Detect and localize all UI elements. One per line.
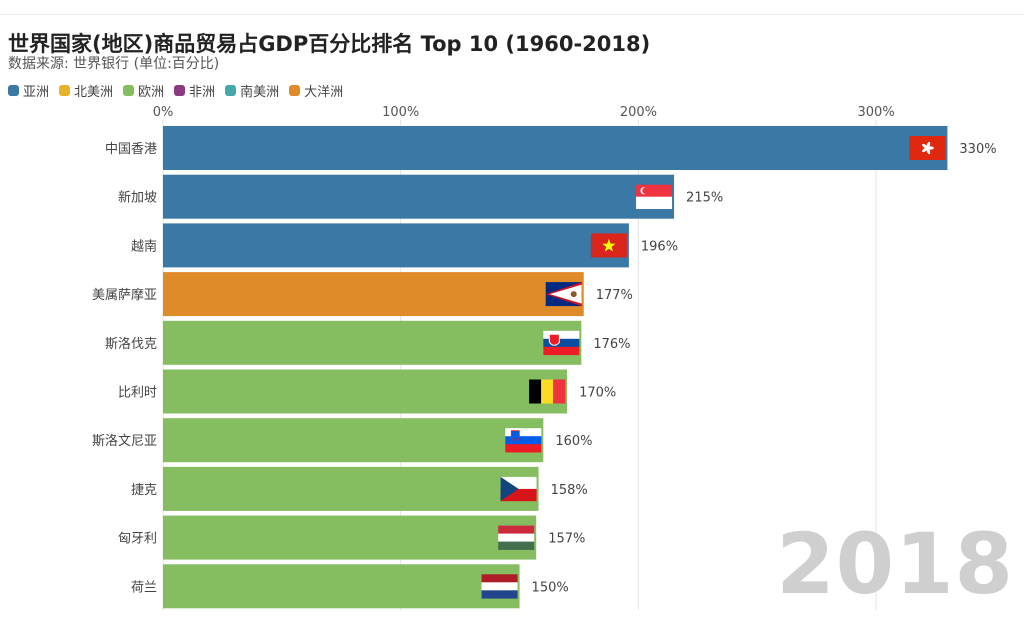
legend-label-africa: 非洲 [189,84,216,100]
category-label: 越南 [131,238,157,254]
bar[interactable] [163,466,539,511]
legend-swatch-africa [174,84,186,96]
legend-item-europe[interactable]: 欧洲 [123,81,164,100]
legend-label-oceania: 大洋洲 [304,84,344,100]
legend-swatch-europe [123,84,135,96]
bar[interactable] [163,369,568,414]
bar-group[interactable]: 美属萨摩亚 177% [92,272,633,317]
bar-group[interactable]: 比利时 170% [118,369,616,414]
value-label: 215% [686,191,723,206]
flag-icon [498,525,535,550]
bar[interactable] [163,515,537,560]
category-label: 美属萨摩亚 [92,287,157,303]
x-tick-label: 100% [382,105,419,120]
flag-icon [909,136,946,160]
category-label: 比利时 [118,386,157,401]
legend-label-south-america: 南美洲 [240,84,280,100]
value-label: 177% [596,288,633,303]
bar-group[interactable]: 捷克 158% [131,466,588,511]
flag-icon [529,379,566,404]
bar[interactable] [163,174,675,219]
legend-label-europe: 欧洲 [138,84,165,100]
flag-icon [500,476,537,502]
legend-item-south-america[interactable]: 南美洲 [225,81,279,100]
bar-group[interactable]: 匈牙利 157% [118,515,585,560]
bar[interactable] [163,564,520,609]
bar[interactable] [163,126,948,170]
bar-group[interactable]: 越南 196% [131,223,678,268]
x-tick-label: 200% [620,105,657,120]
flag-icon [481,574,518,599]
category-label: 新加坡 [118,190,157,206]
top-divider [0,14,1024,15]
bar[interactable] [163,272,584,317]
flag-icon [545,282,582,307]
bar[interactable] [163,320,582,365]
category-label: 斯洛文尼亚 [92,434,157,449]
legend-swatch-asia [8,84,19,96]
flag-icon [505,428,542,453]
legend-swatch-south-america [225,84,237,96]
value-label: 160% [555,434,592,449]
value-label: 196% [641,239,678,254]
bar-group[interactable]: 斯洛文尼亚 160% [92,418,593,463]
x-tick-label: 0% [153,105,174,120]
category-label: 匈牙利 [118,532,157,547]
bar-group[interactable]: 新加坡 215% [118,174,723,219]
category-label: 斯洛伐克 [105,337,157,352]
legend: 亚洲 北美洲 欧洲 非洲 南美洲 大洋洲 [8,81,343,100]
category-label: 中国香港 [105,142,157,157]
legend-item-oceania[interactable]: 大洋洲 [289,81,343,100]
value-label: 157% [548,532,585,547]
x-tick-label: 300% [858,105,895,120]
legend-swatch-oceania [289,84,301,96]
legend-swatch-north-america [59,84,71,96]
value-label: 170% [579,386,616,401]
category-label: 捷克 [131,483,157,498]
value-label: 158% [551,483,588,498]
legend-item-africa[interactable]: 非洲 [174,81,215,100]
flag-icon [636,184,673,209]
bar[interactable] [163,223,629,268]
legend-item-asia[interactable]: 亚洲 [8,81,49,100]
bar[interactable] [163,418,544,463]
value-label: 150% [532,580,569,595]
legend-label-asia: 亚洲 [23,84,50,100]
bar-group[interactable]: 斯洛伐克 176% [105,320,631,365]
chart-subtitle: 数据来源: 世界银行 (单位:百分比) [8,56,220,72]
value-label: 176% [593,337,630,352]
flag-icon [543,330,580,356]
value-label: 330% [959,142,996,157]
bar-group[interactable]: 中国香港 330% [105,126,997,170]
flag-icon [590,233,627,258]
bar-group[interactable]: 荷兰 150% [131,564,569,609]
legend-item-north-america[interactable]: 北美洲 [59,81,113,100]
year-label: 2018 [776,515,1014,613]
chart-title: 世界国家(地区)商品贸易占GDP百分比排名 Top 10 (1960-2018) [8,32,651,56]
legend-label-north-america: 北美洲 [74,84,114,100]
category-label: 荷兰 [131,580,157,595]
